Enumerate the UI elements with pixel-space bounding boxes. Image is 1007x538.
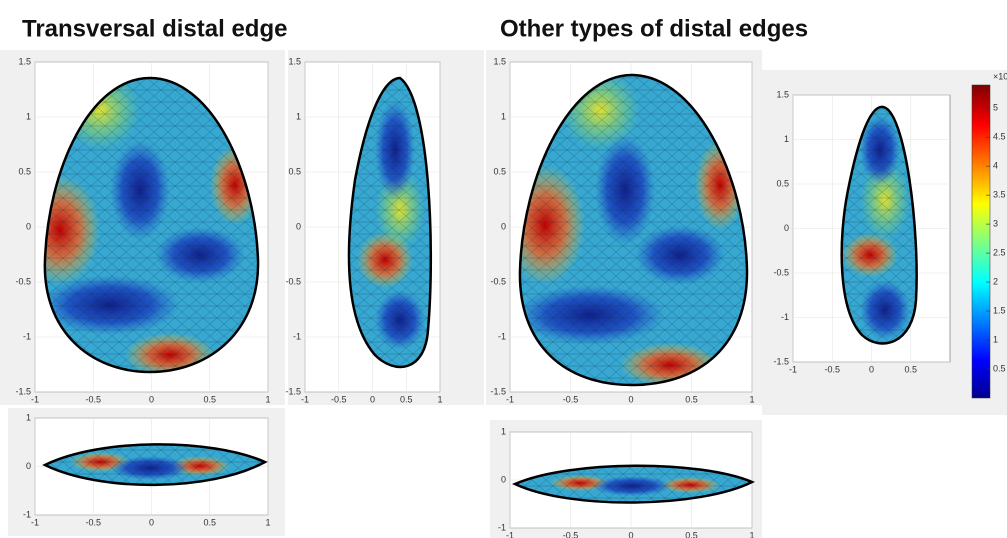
x-tick-label: 0.5 — [685, 530, 698, 538]
x-tick-label: 0 — [370, 394, 375, 404]
surface — [44, 78, 259, 372]
x-tick-label: 0 — [869, 364, 874, 374]
y-tick-label: 1.5 — [18, 56, 31, 66]
y-tick-label: -1.5 — [490, 386, 506, 396]
colorbar-tick-label: 1 — [993, 334, 998, 344]
x-tick-label: 0.5 — [904, 364, 917, 374]
y-tick-label: 0.5 — [288, 166, 301, 176]
colorbar-tick-label: 3 — [993, 218, 998, 228]
mesh — [841, 106, 917, 344]
x-tick-label: -0.5 — [824, 364, 840, 374]
x-tick-label: 0.5 — [685, 394, 698, 404]
y-tick-label: 0 — [784, 223, 789, 233]
x-tick-label: -1 — [301, 394, 309, 404]
y-tick-label: 1 — [296, 111, 301, 121]
y-tick-label: -1.5 — [773, 356, 789, 366]
y-tick-label: 1 — [26, 412, 31, 422]
x-tick-label: -0.5 — [563, 530, 579, 538]
y-tick-label: -1 — [23, 509, 31, 519]
surface — [45, 444, 265, 485]
surface — [841, 106, 917, 344]
outline — [840, 105, 918, 345]
colorbar-tick-label: 4 — [993, 161, 998, 171]
outline — [43, 76, 260, 374]
x-tick-label: 0 — [149, 517, 154, 527]
y-tick-label: -1.5 — [285, 386, 301, 396]
x-tick-label: -1 — [506, 530, 514, 538]
mesh — [519, 75, 748, 385]
y-tick-label: 1 — [784, 134, 789, 144]
heading: Transversal distal edge — [22, 15, 287, 42]
x-tick-label: 1 — [265, 394, 270, 404]
x-tick-label: 1 — [265, 517, 270, 527]
y-tick-label: 0 — [296, 221, 301, 231]
y-tick-label: -1 — [781, 312, 789, 322]
y-tick-label: 1.5 — [288, 56, 301, 66]
y-tick-label: 1 — [26, 111, 31, 121]
surface — [519, 75, 748, 385]
y-tick-label: 0.5 — [18, 166, 31, 176]
y-tick-label: 0.5 — [776, 178, 789, 188]
mesh — [45, 444, 265, 485]
y-tick-label: 0 — [501, 474, 506, 484]
outline — [347, 76, 433, 369]
y-tick-label: -0.5 — [15, 276, 31, 286]
y-tick-label: 1 — [501, 426, 506, 436]
x-tick-label: 0.5 — [203, 517, 216, 527]
y-tick-label: 0 — [26, 461, 31, 471]
y-tick-label: -0.5 — [490, 276, 506, 286]
y-tick-label: -1 — [498, 522, 506, 532]
x-tick-label: 1 — [437, 394, 442, 404]
y-tick-label: 1.5 — [776, 89, 789, 99]
colorbar-tick-label: 3.5 — [993, 190, 1006, 200]
colorbar-tick-label: 4.5 — [993, 132, 1006, 142]
colorbar-exponent: ×10 — [993, 71, 1007, 81]
x-tick-label: 0.5 — [400, 394, 413, 404]
x-tick-label: 0 — [628, 530, 633, 538]
x-tick-label: 0.5 — [203, 394, 216, 404]
x-tick-label: -1 — [506, 394, 514, 404]
colorbar-tick-label: 2 — [993, 276, 998, 286]
y-tick-label: 1.5 — [493, 56, 506, 66]
outline — [511, 464, 755, 504]
x-tick-label: -1 — [31, 394, 39, 404]
colorbar-tick-label: 1.5 — [993, 305, 1006, 315]
surface — [515, 465, 752, 503]
x-tick-label: -0.5 — [563, 394, 579, 404]
mesh — [515, 465, 752, 503]
y-tick-label: -1 — [23, 331, 31, 341]
mesh — [349, 78, 431, 367]
y-tick-label: 0.5 — [493, 166, 506, 176]
y-tick-label: -1 — [293, 331, 301, 341]
surface — [349, 78, 431, 367]
x-tick-label: 0 — [149, 394, 154, 404]
x-tick-label: 1 — [749, 530, 754, 538]
y-tick-label: 0 — [501, 221, 506, 231]
x-tick-label: -1 — [31, 517, 39, 527]
colorbar — [971, 84, 991, 399]
x-tick-label: -0.5 — [85, 517, 101, 527]
outline — [518, 73, 749, 387]
y-tick-label: -1 — [498, 331, 506, 341]
x-tick-label: -0.5 — [85, 394, 101, 404]
outline — [42, 443, 268, 487]
y-tick-label: 1 — [501, 111, 506, 121]
x-tick-label: 1 — [749, 394, 754, 404]
x-tick-label: 0 — [628, 394, 633, 404]
colorbar-tick-label: 0.5 — [993, 363, 1006, 373]
colorbar-tick-label: 2.5 — [993, 247, 1006, 257]
heading: Other types of distal edges — [500, 15, 808, 42]
y-tick-label: -0.5 — [773, 267, 789, 277]
mesh — [44, 78, 259, 372]
y-tick-label: 0 — [26, 221, 31, 231]
y-tick-label: -1.5 — [15, 386, 31, 396]
x-tick-label: -1 — [789, 364, 797, 374]
y-tick-label: -0.5 — [285, 276, 301, 286]
x-tick-label: -0.5 — [331, 394, 347, 404]
colorbar-tick-label: 5 — [993, 103, 998, 113]
